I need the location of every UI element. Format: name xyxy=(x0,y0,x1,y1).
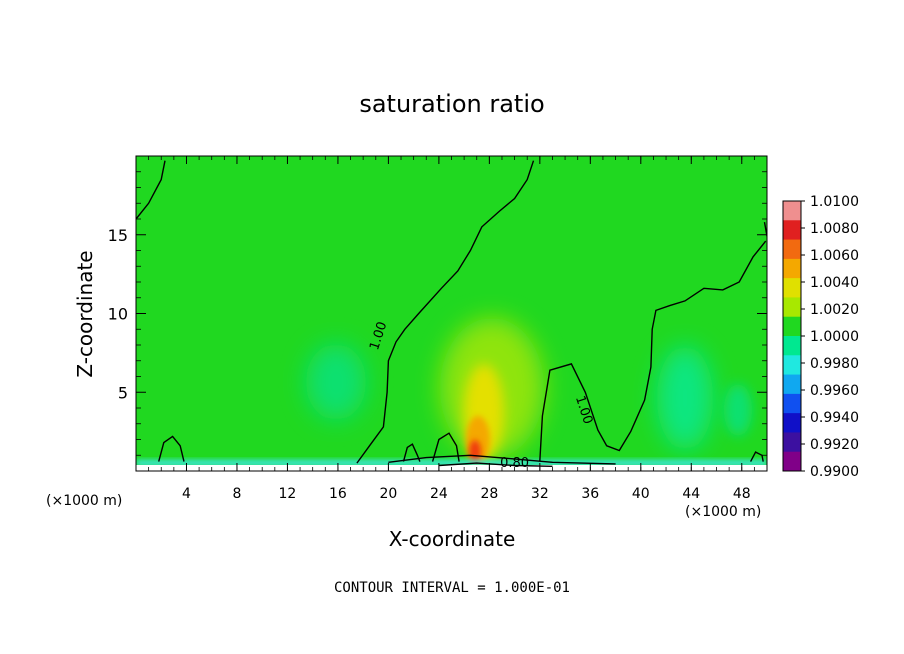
colorbar-swatch-1 xyxy=(783,220,801,241)
contour-lines xyxy=(136,160,767,467)
colorbar-label-10: 0.9900 xyxy=(810,464,859,480)
contour-line-1.00-1 xyxy=(356,160,535,464)
colorbar-label-8: 0.9940 xyxy=(810,410,859,426)
colorbar-label-2: 1.0060 xyxy=(810,248,859,264)
y-axis-label: Z-coordinate xyxy=(73,250,97,377)
colorbar-swatch-12 xyxy=(783,432,801,453)
contour-line-0.90-8 xyxy=(388,454,616,465)
supersaturation-plume-peak xyxy=(469,440,481,464)
x-tick-label-3: 16 xyxy=(329,486,347,502)
x-tick-label-10: 44 xyxy=(682,486,700,502)
contour-line-0.80-9 xyxy=(438,462,553,467)
x-axis: 4 8 12 16 20 24 28 32 36 40 44 48 xyxy=(148,156,755,502)
colorbar-label-6: 0.9980 xyxy=(810,356,859,372)
colorbar-swatch-3 xyxy=(783,258,801,279)
x-axis-unit-right: (×1000 m) xyxy=(685,504,761,520)
x-tick-label-6: 28 xyxy=(480,486,498,502)
colorbar-swatch-0 xyxy=(783,201,801,221)
colorbar-label-7: 0.9960 xyxy=(810,383,859,399)
colorbar-label-5: 1.0000 xyxy=(810,329,859,345)
chart-title: saturation ratio xyxy=(359,90,544,118)
x-tick-label-2: 12 xyxy=(279,486,297,502)
contour-label-2: 0.80 xyxy=(500,456,529,471)
x-tick-label-4: 20 xyxy=(379,486,397,502)
x-tick-label-1: 8 xyxy=(232,486,241,502)
colorbar-swatch-6 xyxy=(783,316,801,337)
x-axis-unit-left: (×1000 m) xyxy=(46,493,122,509)
y-tick-label-0: 5 xyxy=(118,383,128,402)
contour-line-1.00-6 xyxy=(431,432,460,462)
colorbar-swatch-7 xyxy=(783,336,801,356)
plot-area: 1.001.000.80 xyxy=(136,156,767,471)
contour-line-1.00-5 xyxy=(402,443,421,462)
colorbar-swatch-8 xyxy=(783,355,801,376)
x-tick-label-8: 36 xyxy=(581,486,599,502)
colorbar-label-0: 1.0100 xyxy=(810,194,859,210)
colorbar-swatch-4 xyxy=(783,278,801,298)
contour-line-1.00-2 xyxy=(539,240,767,462)
colorbar-swatch-9 xyxy=(783,374,801,395)
contour-line-1.00-4 xyxy=(158,435,185,462)
subsaturation-patch-west xyxy=(306,344,366,420)
subsaturation-patch-east xyxy=(657,346,713,450)
colorbar-label-9: 0.9920 xyxy=(810,437,859,453)
colorbar-swatch-5 xyxy=(783,297,801,318)
y-tick-label-1: 10 xyxy=(108,305,128,324)
colorbar-swatch-11 xyxy=(783,413,801,433)
x-axis-label: X-coordinate xyxy=(389,527,516,551)
contour-line-1.00-7 xyxy=(749,451,764,462)
colorbar-label-1: 1.0080 xyxy=(810,221,859,237)
colorbar: 1.0100 1.0080 1.0060 1.0040 1.0020 1.0000 0.99… xyxy=(782,194,859,480)
colorbar-swatch-2 xyxy=(783,239,801,260)
contour-line-1.00-0 xyxy=(136,160,166,220)
colorbar-label-4: 1.0020 xyxy=(810,302,859,318)
y-axis: 5 10 15 xyxy=(108,171,767,456)
field-anomalies xyxy=(136,318,767,471)
colorbar-label-3: 1.0040 xyxy=(810,275,859,291)
surface-layer-dry xyxy=(136,460,767,466)
x-tick-label-7: 32 xyxy=(531,486,549,502)
colorbar-swatch-13 xyxy=(783,451,801,472)
contour-interval-note: CONTOUR INTERVAL = 1.000E-01 xyxy=(334,580,570,596)
colorbar-swatch-10 xyxy=(783,393,801,414)
x-tick-label-0: 4 xyxy=(182,486,191,502)
x-tick-label-5: 24 xyxy=(430,486,448,502)
subsaturation-patch-far-east xyxy=(724,384,752,436)
x-tick-label-9: 40 xyxy=(632,486,650,502)
y-tick-label-2: 15 xyxy=(108,226,128,245)
x-tick-label-11: 48 xyxy=(733,486,751,502)
